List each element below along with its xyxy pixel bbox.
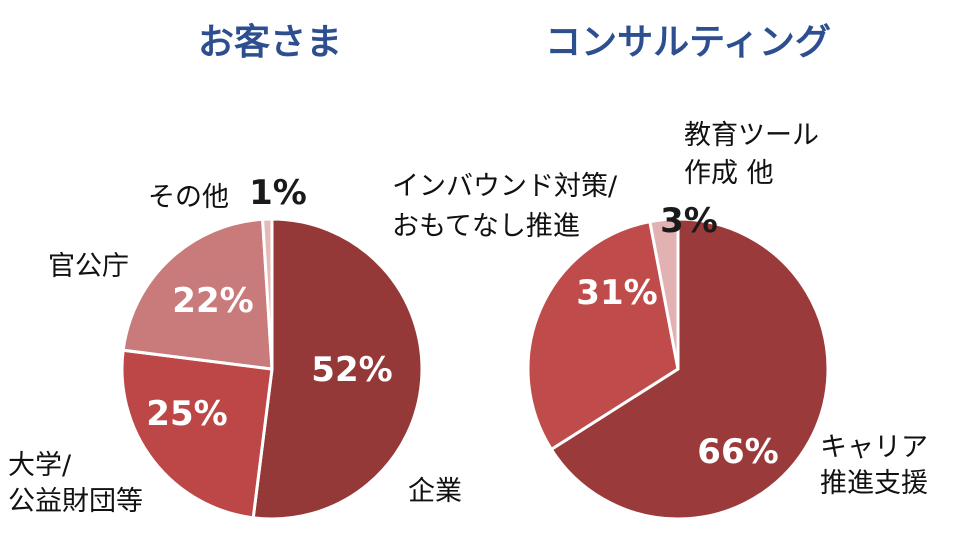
slice-value-kankocho: 22%: [172, 281, 253, 321]
pie-chart-consulting: コンサルティング 66% 31% 3% キャリア推進支援 インバウンド対策/おも…: [392, 22, 928, 521]
slice-label-inbound: インバウンド対策/おもてなし推進: [392, 171, 618, 242]
slice-label-career: キャリア推進支援: [820, 432, 928, 499]
pie-slice-kankocho: [121, 217, 274, 371]
slice-label-kankocho: 官公庁: [48, 251, 129, 282]
pie-slice-sonota: [261, 217, 274, 371]
pie-slice-kyoiku: [648, 217, 680, 371]
pie-slice-inbound: [526, 220, 680, 451]
slice-value-inbound: 31%: [576, 273, 657, 313]
slice-value-sonota: 1%: [249, 173, 307, 213]
slice-value-career: 66%: [697, 432, 778, 472]
pie-slices-customers: [120, 217, 424, 521]
pie-slices-consulting: [526, 217, 830, 521]
slice-label-sonota: その他: [148, 182, 229, 213]
pie-chart-customers: お客さま 52% 25% 22% 1% 企業 大学/公益財団等 官公庁 その他: [8, 22, 462, 521]
chart-title-consulting: コンサルティング: [545, 22, 831, 63]
slice-value-kigyo: 52%: [311, 350, 392, 390]
pie-slice-career: [549, 217, 830, 521]
slice-label-kyoiku: 教育ツール作成 他: [684, 120, 819, 189]
pie-slice-daigaku: [120, 348, 274, 520]
pie-slice-kigyo: [251, 217, 424, 521]
slice-value-kyoiku: 3%: [660, 201, 718, 241]
slice-value-daigaku: 25%: [146, 394, 227, 434]
slice-label-daigaku: 大学/公益財団等: [8, 450, 143, 517]
slice-label-kigyo: 企業: [408, 476, 462, 507]
chart-title-customers: お客さま: [198, 22, 342, 63]
